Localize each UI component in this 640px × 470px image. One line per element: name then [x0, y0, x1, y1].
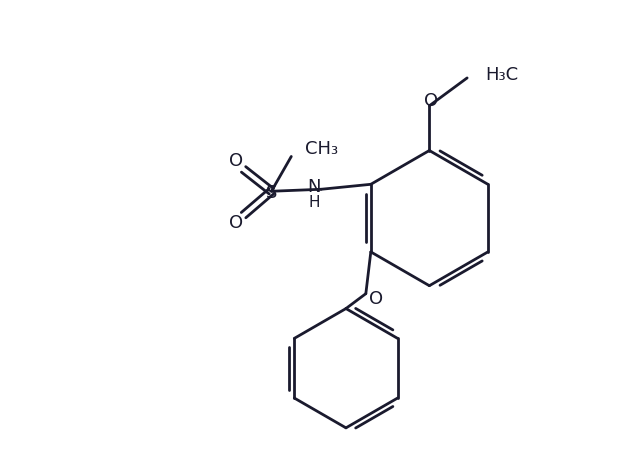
Text: CH₃: CH₃ [305, 140, 339, 157]
Text: H₃C: H₃C [485, 66, 518, 84]
Text: N: N [307, 178, 321, 196]
Text: O: O [228, 152, 243, 171]
Text: S: S [266, 184, 277, 202]
Text: H: H [308, 195, 320, 210]
Text: O: O [369, 290, 383, 308]
Text: O: O [228, 214, 243, 232]
Text: O: O [424, 92, 438, 110]
